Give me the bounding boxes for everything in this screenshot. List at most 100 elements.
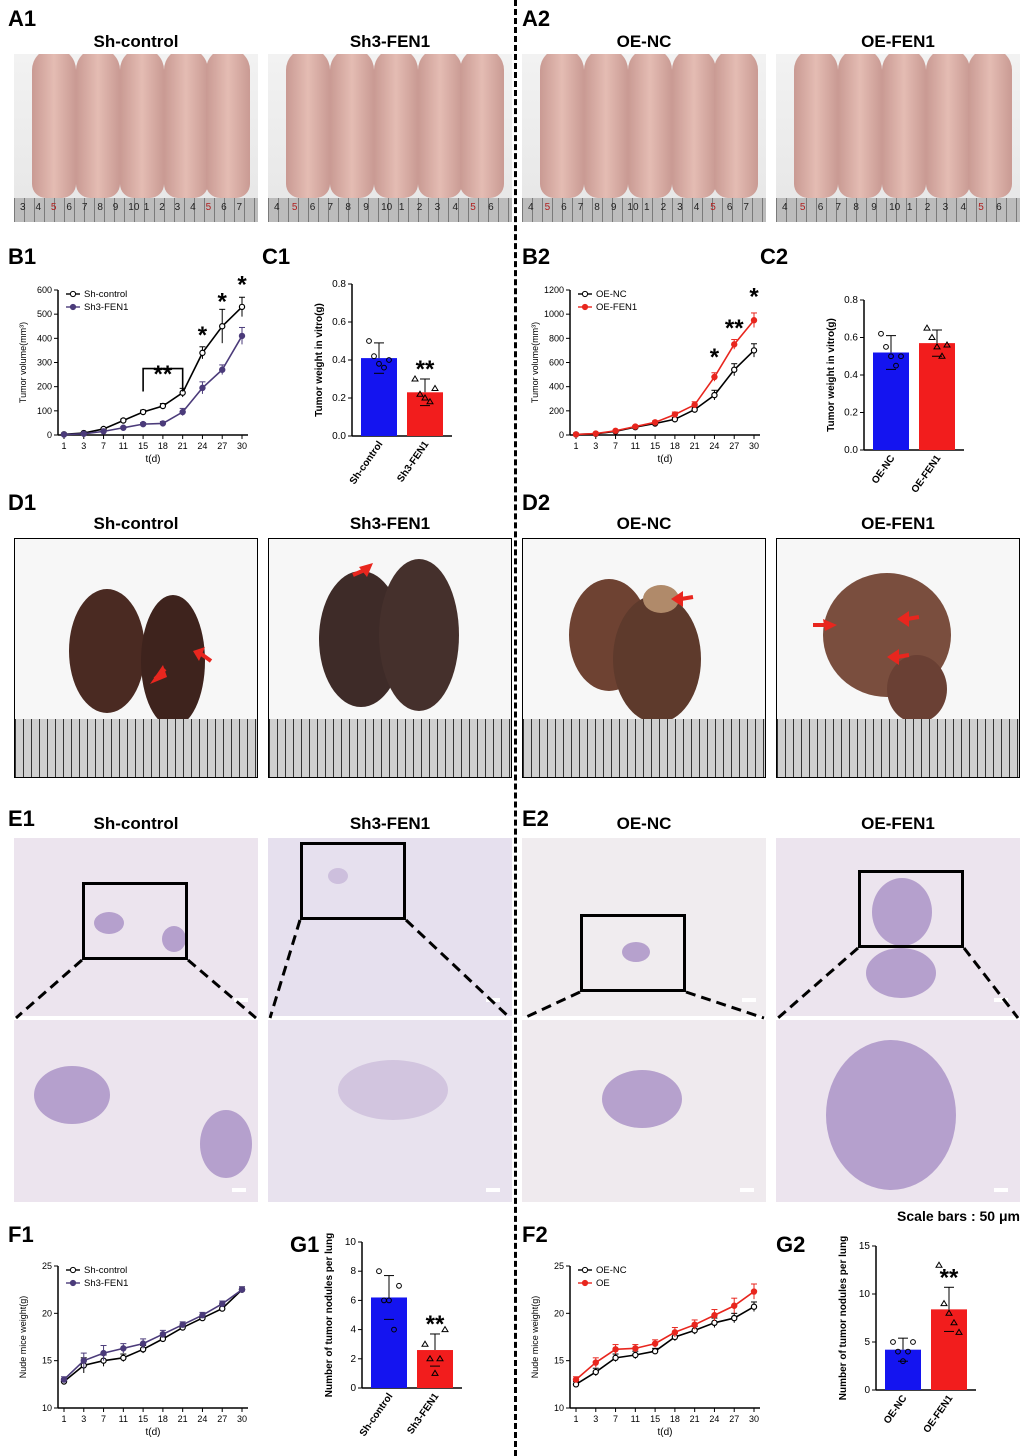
data-point <box>731 366 738 373</box>
y-tick-label: 5 <box>864 1337 870 1348</box>
data-point <box>711 391 718 399</box>
legend-marker <box>69 303 77 311</box>
ruler-number: 4 <box>782 202 788 213</box>
data-point <box>731 341 738 348</box>
y-tick-label: 600 <box>549 358 564 368</box>
ruler-number: 10 <box>627 202 639 213</box>
legend-marker <box>69 1279 77 1287</box>
category-label: Sh3-FEN1 <box>405 1391 441 1436</box>
x-tick-label: 7 <box>101 441 106 451</box>
data-point <box>426 397 434 405</box>
y-tick-label: 800 <box>549 333 564 343</box>
data-point <box>100 1349 107 1357</box>
significance-mark: * <box>237 271 247 298</box>
ruler-number: 2 <box>416 202 423 213</box>
x-axis-label: t(d) <box>658 454 673 465</box>
bar-1 <box>931 1309 967 1390</box>
y-axis-label: Number of tumor nodules per lung <box>838 1236 849 1400</box>
ruler: 3 4 5 6 7 8 9 10 1 2 3 4 5 6 7 <box>14 198 258 222</box>
y-tick-label: 400 <box>37 333 52 343</box>
y-axis-label: Tumor volume(mm³) <box>18 322 28 403</box>
ruler-number: 6 <box>488 202 494 213</box>
chart-f2-mice-weight: 10 15 20 25 1 3 7 11 15 18 21 24 27 30 t(d) Nude mice w… <box>530 1261 760 1438</box>
panel-divider <box>514 0 517 1456</box>
data-point <box>238 1286 246 1293</box>
ruler-number: 7 <box>327 202 334 213</box>
ruler-number: 2 <box>159 202 165 213</box>
data-point <box>199 384 206 392</box>
histology-high-sh3-fen1 <box>268 1020 512 1202</box>
y-tick-label: 0 <box>864 1385 870 1396</box>
data-point <box>120 1345 127 1352</box>
ruler-number: 10 <box>889 202 901 213</box>
ruler-number: 4 <box>693 202 700 213</box>
x-tick-label: 27 <box>729 441 739 451</box>
data-point <box>923 324 931 331</box>
data-point <box>80 430 87 437</box>
ruler-number: 1 <box>398 202 405 213</box>
data-point <box>426 1354 434 1362</box>
ruler-number: 7 <box>81 202 88 213</box>
ruler-number: 7 <box>236 202 243 213</box>
x-tick-label: 3 <box>81 441 86 451</box>
y-tick-label: 0.0 <box>844 445 858 456</box>
ruler: 4 5 6 7 8 9 10 1 2 3 4 5 6 <box>776 198 1020 222</box>
y-tick-label: 6 <box>350 1295 356 1306</box>
data-point <box>100 428 107 435</box>
ruler-number: 5 <box>50 202 57 213</box>
label-g2: G2 <box>776 1232 806 1257</box>
legend-label: OE-NC <box>596 289 627 300</box>
label-g1: G1 <box>290 1232 320 1257</box>
ruler-number: 1 <box>906 202 913 213</box>
y-tick-label: 0 <box>559 430 564 440</box>
data-point <box>950 1318 958 1326</box>
significance-mark: ** <box>416 356 435 383</box>
legend-marker <box>581 1266 589 1274</box>
y-axis-label: Tumor volume(mm³) <box>530 322 540 403</box>
bar-0 <box>873 352 909 450</box>
significance-mark: ** <box>725 315 744 342</box>
label-b2: B2 <box>522 244 551 269</box>
y-axis-label: Tumor weight in vitro(g) <box>314 303 325 417</box>
data-point <box>940 1299 948 1307</box>
y-tick-label: 500 <box>37 309 52 319</box>
x-tick-label: 18 <box>158 1414 168 1424</box>
data-point <box>651 1347 659 1355</box>
ruler-number: 3 <box>174 202 181 213</box>
x-tick-label: 24 <box>709 441 719 451</box>
data-point <box>572 1376 580 1383</box>
label-e2: E2 <box>522 806 549 831</box>
ruler-number: 1 <box>143 202 150 213</box>
label-f2: F2 <box>522 1222 548 1247</box>
ruler-number: 9 <box>871 202 877 213</box>
ruler-number: 5 <box>291 202 298 213</box>
ruler-number: 10 <box>381 202 393 213</box>
x-tick-label: 3 <box>593 1414 598 1424</box>
data-point <box>893 362 899 369</box>
ruler-number: 7 <box>743 202 749 213</box>
x-axis-label: t(d) <box>146 1427 161 1438</box>
bar-1 <box>417 1350 453 1388</box>
scale-bar <box>232 1188 246 1192</box>
ruler-number: 5 <box>205 202 212 213</box>
data-point <box>938 352 946 359</box>
title-a2-oe-nc: OE-NC <box>616 32 672 51</box>
ruler-number: 8 <box>345 202 351 213</box>
data-point <box>750 347 758 354</box>
category-label: OE-NC <box>882 1393 909 1426</box>
data-point <box>431 384 439 391</box>
data-point <box>238 332 246 340</box>
data-point <box>651 1340 659 1347</box>
series-line-0 <box>63 1289 243 1383</box>
chart-g1-tumor-nodules: 0 2 4 6 8 10 Number of tumor nodules per lung S… <box>324 1233 462 1439</box>
chart-b1-tumor-volume: 0 100 200 300 400 500 600 1 3 7 11 15 18 21 24 27 30 t(d)… <box>18 271 248 465</box>
y-tick-label: 200 <box>549 406 564 416</box>
y-tick-label: 1200 <box>544 285 564 295</box>
y-tick-label: 15 <box>554 1356 564 1366</box>
ruler-number: 3 <box>942 202 949 213</box>
y-axis-label: Tumor weight in vitro(g) <box>826 318 837 432</box>
y-tick-label: 0.6 <box>844 333 858 344</box>
title-d1-sh-control: Sh-control <box>93 514 179 533</box>
histology-low-sh3-fen1 <box>268 838 512 1016</box>
